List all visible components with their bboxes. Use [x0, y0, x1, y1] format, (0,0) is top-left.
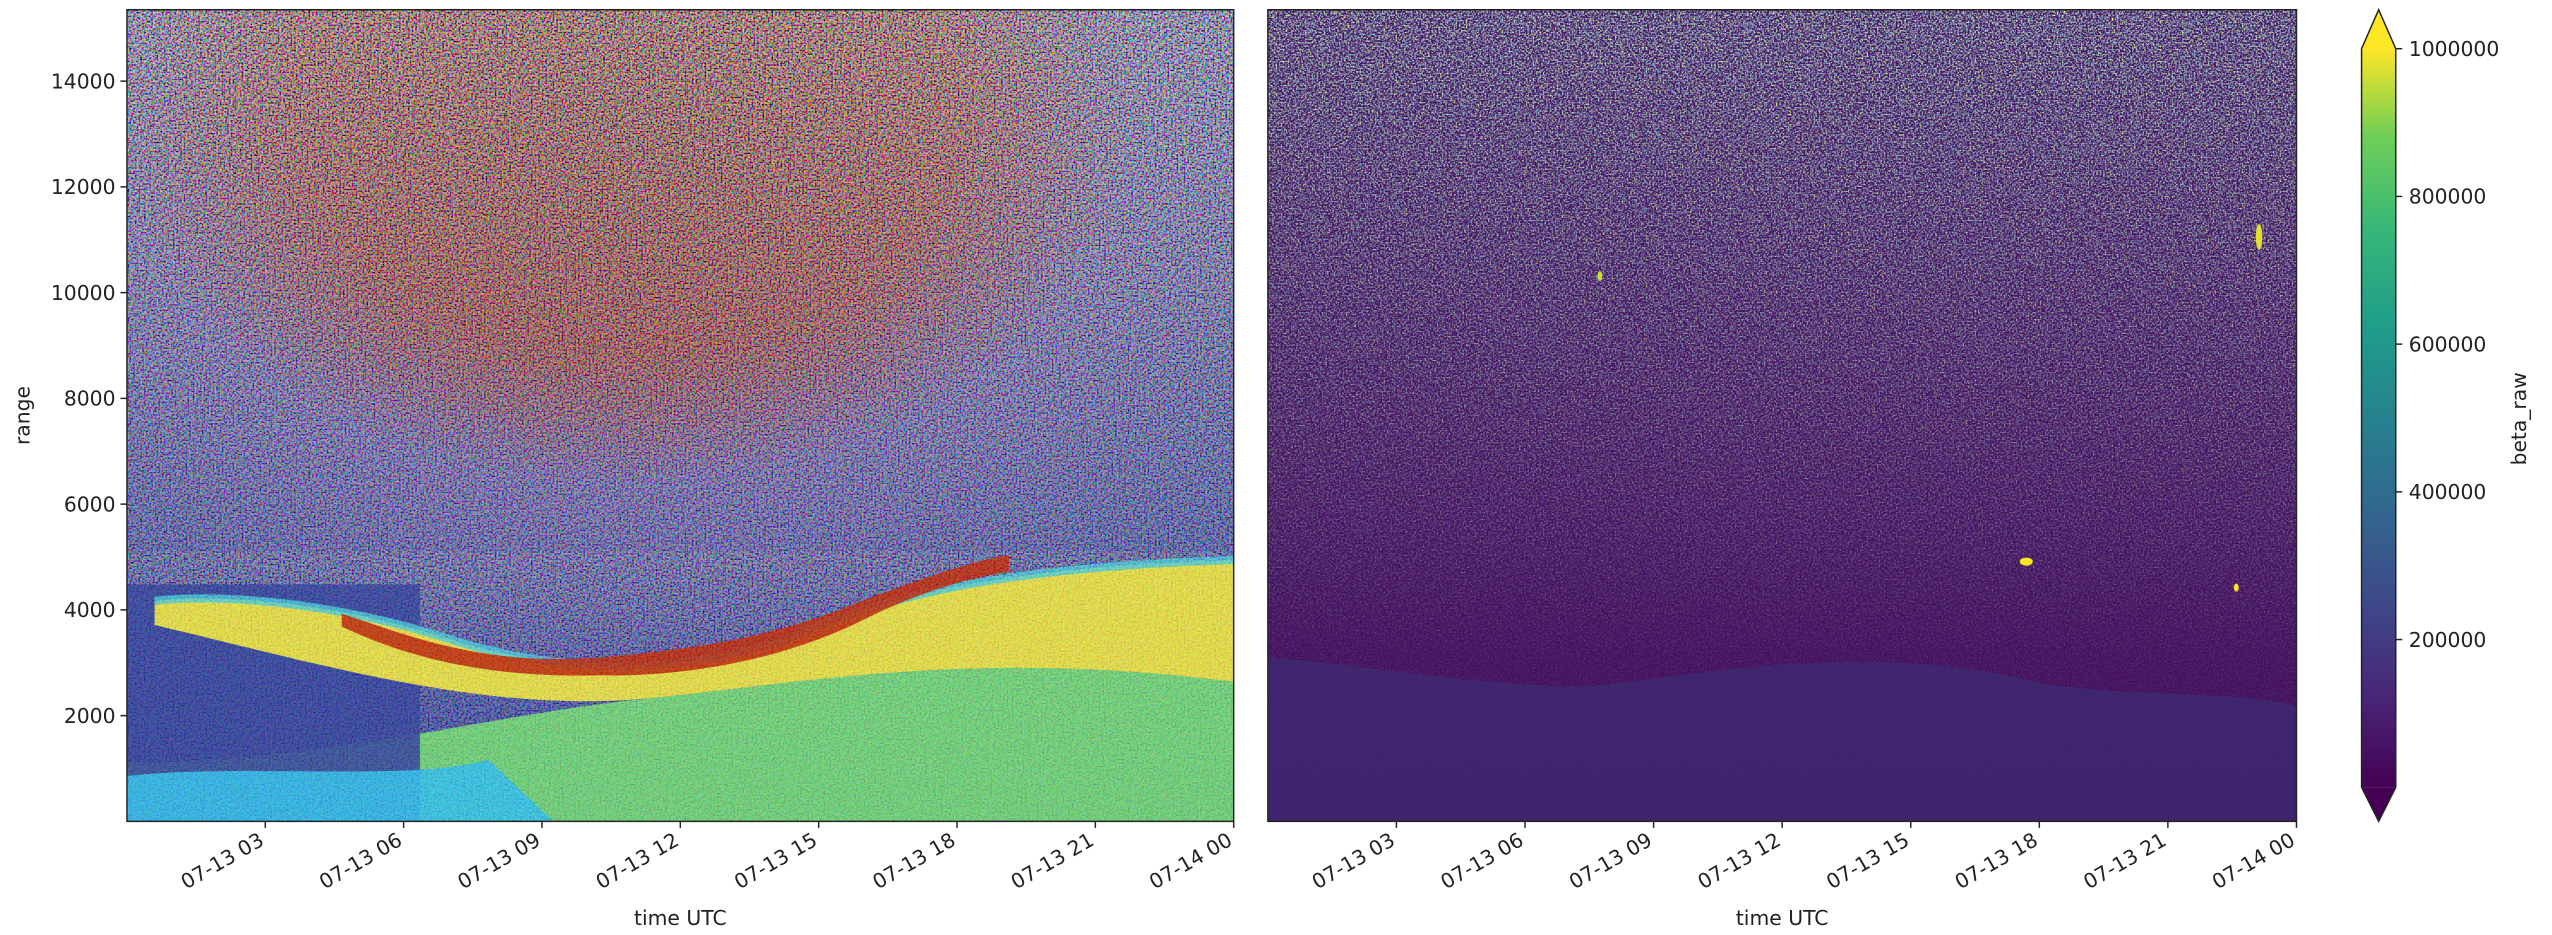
- heatmap-left: [127, 10, 1234, 822]
- colorbar-tick-label: 600000: [2409, 332, 2487, 356]
- y-tick-label: 14000: [51, 69, 116, 93]
- x-tick-label: 07-13 06: [1436, 828, 1527, 894]
- colorbar-tick-label: 1000000: [2409, 37, 2500, 61]
- y-axis-label: range: [10, 386, 34, 445]
- x-tick-label: 07-13 15: [1822, 828, 1913, 894]
- x-axis-label: time UTC: [634, 906, 727, 930]
- y-tick-label: 8000: [64, 387, 116, 411]
- colorbar-extend-bottom: [2362, 787, 2396, 821]
- x-tick-label: 07-13 21: [1007, 828, 1098, 894]
- colorbar-extend-top: [2362, 10, 2396, 49]
- colorbar-tick-label: 400000: [2409, 480, 2487, 504]
- x-tick-label: 07-13 18: [868, 828, 959, 894]
- x-tick-label: 07-13 09: [453, 828, 544, 894]
- colorbar-label: beta_raw: [2507, 372, 2532, 465]
- x-tick-label: 07-13 09: [1565, 828, 1656, 894]
- x-tick-label: 07-14 00: [1145, 828, 1236, 894]
- x-tick-label: 07-13 06: [315, 828, 406, 894]
- x-tick-label: 07-13 15: [730, 828, 821, 894]
- colorbar-tick-label: 200000: [2409, 628, 2487, 652]
- y-tick-label: 12000: [51, 175, 116, 199]
- colorbar-tick-label: 800000: [2409, 185, 2487, 209]
- x-tick-label: 07-13 21: [2079, 828, 2170, 894]
- y-tick-label: 6000: [64, 492, 116, 516]
- colorbar: [2362, 49, 2396, 788]
- y-tick-label: 10000: [51, 281, 116, 305]
- x-tick-label: 07-14 00: [2208, 828, 2299, 894]
- x-axis-label: time UTC: [1736, 906, 1829, 930]
- heatmap-right: [1268, 10, 2297, 822]
- y-tick-label: 4000: [64, 598, 116, 622]
- figure: beta_raw time UTC time UTC range 07-13 0…: [0, 0, 2552, 935]
- y-tick-label: 2000: [64, 704, 116, 728]
- x-tick-label: 07-13 12: [1694, 828, 1785, 894]
- x-tick-label: 07-13 18: [1951, 828, 2042, 894]
- page: {"chart_data": [ {"type": "heatmap", "xl…: [0, 0, 2552, 935]
- x-tick-label: 07-13 12: [592, 828, 683, 894]
- x-tick-label: 07-13 03: [177, 828, 268, 894]
- x-tick-label: 07-13 03: [1308, 828, 1399, 894]
